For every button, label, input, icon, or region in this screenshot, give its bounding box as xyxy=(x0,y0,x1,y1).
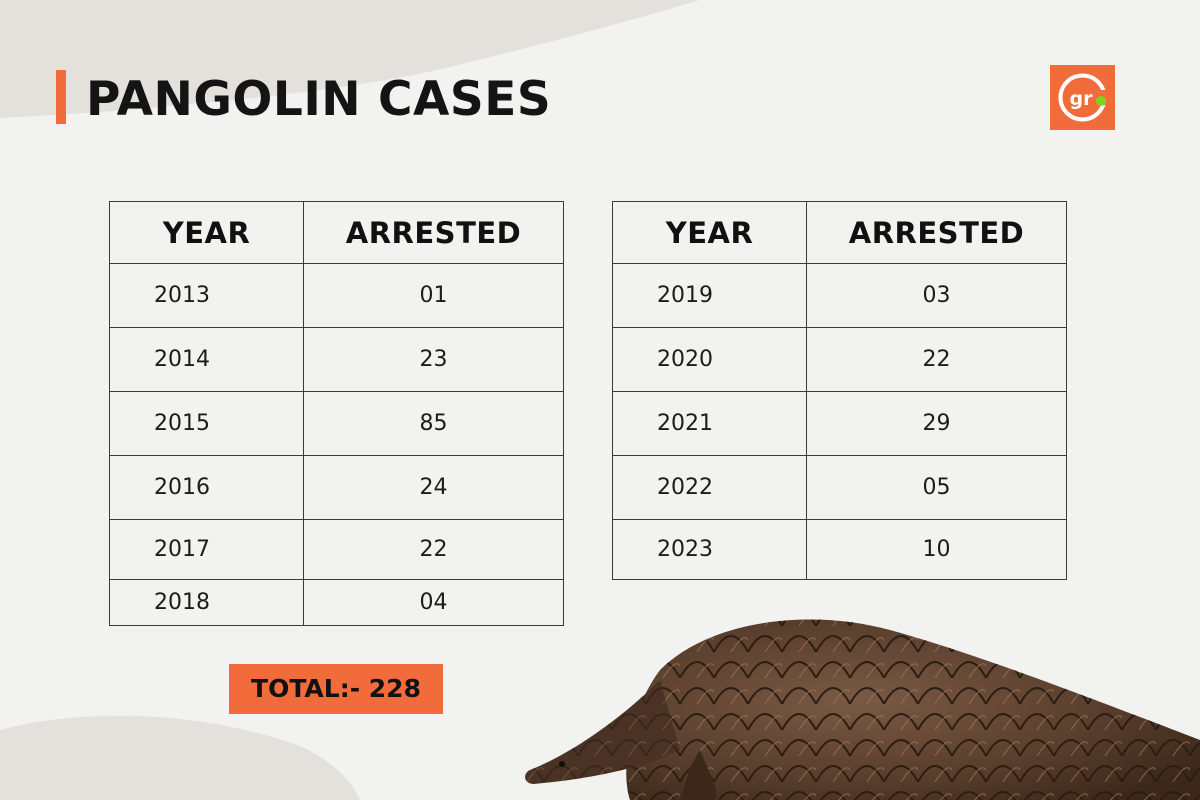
arrested-cell: 01 xyxy=(303,263,564,328)
table-row: 2016 24 xyxy=(109,455,564,520)
arrested-cell: 29 xyxy=(806,391,1067,456)
year-cell: 2021 xyxy=(612,391,807,456)
table-row: 2022 05 xyxy=(612,455,1067,520)
column-header-arrested: ARRESTED xyxy=(303,201,564,264)
table-row: 2018 04 xyxy=(109,579,564,626)
page-title: PANGOLIN CASES xyxy=(86,72,552,127)
year-cell: 2023 xyxy=(612,519,807,580)
column-header-year: YEAR xyxy=(109,201,304,264)
table-row: 2015 85 xyxy=(109,391,564,456)
arrests-table-2013-2018: YEAR ARRESTED 2013 01 2014 23 2015 85 20… xyxy=(109,201,564,626)
table-row: 2014 23 xyxy=(109,327,564,392)
arrested-cell: 05 xyxy=(806,455,1067,520)
year-cell: 2018 xyxy=(109,579,304,626)
year-cell: 2022 xyxy=(612,455,807,520)
arrested-cell: 04 xyxy=(303,579,564,626)
total-badge: TOTAL:- 228 xyxy=(229,664,443,714)
logo-text: gr xyxy=(1070,88,1094,110)
table-header-row: YEAR ARRESTED xyxy=(612,201,1067,264)
pangolin-illustration xyxy=(525,619,1200,800)
gr-logo-icon: gr xyxy=(1058,73,1108,122)
year-cell: 2020 xyxy=(612,327,807,392)
table-row: 2013 01 xyxy=(109,263,564,328)
year-cell: 2015 xyxy=(109,391,304,456)
arrested-cell: 03 xyxy=(806,263,1067,328)
year-cell: 2013 xyxy=(109,263,304,328)
table-row: 2021 29 xyxy=(612,391,1067,456)
year-cell: 2014 xyxy=(109,327,304,392)
gr-logo: gr xyxy=(1050,65,1115,130)
year-cell: 2019 xyxy=(612,263,807,328)
table-row: 2023 10 xyxy=(612,519,1067,580)
arrests-table-2019-2023: YEAR ARRESTED 2019 03 2020 22 2021 29 20… xyxy=(612,201,1067,580)
arrested-cell: 22 xyxy=(303,519,564,580)
column-header-year: YEAR xyxy=(612,201,807,264)
column-header-arrested: ARRESTED xyxy=(806,201,1067,264)
table-row: 2017 22 xyxy=(109,519,564,580)
arrested-cell: 24 xyxy=(303,455,564,520)
year-cell: 2016 xyxy=(109,455,304,520)
year-cell: 2017 xyxy=(109,519,304,580)
table-row: 2019 03 xyxy=(612,263,1067,328)
table-header-row: YEAR ARRESTED xyxy=(109,201,564,264)
title-accent-bar xyxy=(56,70,66,124)
arrested-cell: 23 xyxy=(303,327,564,392)
arrested-cell: 10 xyxy=(806,519,1067,580)
arrested-cell: 22 xyxy=(806,327,1067,392)
table-row: 2020 22 xyxy=(612,327,1067,392)
arrested-cell: 85 xyxy=(303,391,564,456)
